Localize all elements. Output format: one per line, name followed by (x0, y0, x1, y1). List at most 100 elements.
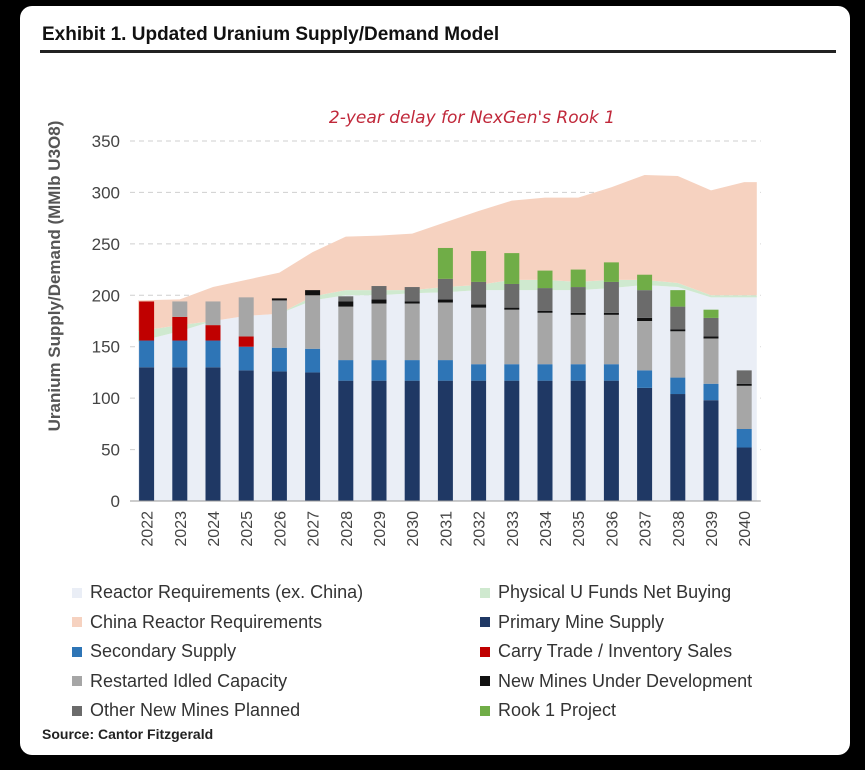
legend-swatch (72, 676, 82, 686)
legend-swatch (72, 587, 82, 598)
bar-rook-1-project-2036 (603, 262, 619, 282)
bar-secondary-supply-2025 (238, 346, 254, 371)
legend-label: New Mines Under Development (498, 670, 753, 691)
bar-restarted-idled-capacity-2030 (404, 303, 420, 361)
bar-restarted-idled-capacity-2040 (736, 385, 752, 429)
bar-other-new-mines-planned-2037 (637, 290, 653, 318)
bar-carry-trade-inventory-sales-2025 (238, 336, 254, 347)
bar-secondary-supply-2037 (637, 370, 653, 388)
bar-carry-trade-inventory-sales-2022 (139, 301, 155, 341)
bar-primary-mine-supply-2029 (371, 380, 387, 501)
legend-swatch (480, 587, 490, 598)
y-tick-label: 50 (101, 441, 120, 460)
bar-primary-mine-supply-2023 (172, 367, 188, 501)
bar-secondary-supply-2028 (338, 360, 354, 381)
bar-primary-mine-supply-2030 (404, 380, 420, 501)
y-tick-label: 200 (92, 286, 120, 305)
bar-restarted-idled-capacity-2039 (703, 338, 719, 384)
bar-secondary-supply-2033 (504, 364, 520, 381)
bar-primary-mine-supply-2035 (570, 380, 586, 501)
bar-primary-mine-supply-2039 (703, 400, 719, 501)
bar-primary-mine-supply-2040 (736, 447, 752, 501)
bar-primary-mine-supply-2032 (471, 380, 487, 501)
x-tick-label-2025: 2025 (239, 511, 256, 547)
bar-secondary-supply-2040 (736, 429, 752, 448)
bar-other-new-mines-planned-2028 (338, 296, 354, 302)
bar-primary-mine-supply-2024 (205, 367, 221, 501)
bar-rook-1-project-2039 (703, 309, 719, 318)
y-axis-label: Uranium Supply/Demand (MMlb U3O8) (45, 121, 64, 432)
bar-rook-1-project-2038 (670, 290, 686, 307)
bar-secondary-supply-2030 (404, 360, 420, 381)
bar-other-new-mines-planned-2031 (437, 278, 453, 300)
legend-label: Other New Mines Planned (90, 700, 301, 720)
bar-primary-mine-supply-2037 (637, 387, 653, 501)
axes: 0 50 100 150 200 250 300 350 2022 2023 2024 2025 202… (92, 132, 761, 547)
x-tick-label-2036: 2036 (604, 511, 621, 547)
bar-secondary-supply-2023 (172, 340, 188, 368)
legend-swatch (480, 646, 490, 657)
legend-swatch (72, 705, 82, 716)
bar-restarted-idled-capacity-2028 (338, 306, 354, 361)
bar-secondary-supply-2039 (703, 383, 719, 401)
legend-item: Reactor Requirements (ex. China) (72, 582, 363, 603)
bar-new-mines-under-development-2040 (736, 383, 752, 386)
legend-item: Other New Mines Planned (72, 700, 300, 721)
bar-new-mines-under-development-2038 (670, 329, 686, 332)
bar-restarted-idled-capacity-2026 (271, 300, 287, 348)
bar-secondary-supply-2026 (271, 347, 287, 372)
legend-label: Primary Mine Supply (498, 611, 665, 632)
bar-other-new-mines-planned-2030 (404, 287, 420, 302)
legend-item: Carry Trade / Inventory Sales (480, 641, 732, 662)
title-divider (40, 50, 836, 53)
source-note: Source: Cantor Fitzgerald (42, 726, 214, 742)
bar-restarted-idled-capacity-2034 (537, 312, 553, 365)
bar-other-new-mines-planned-2033 (504, 283, 520, 308)
y-tick-label: 0 (111, 492, 120, 511)
legend-swatch (72, 617, 82, 627)
bar-new-mines-under-development-2030 (404, 301, 420, 304)
x-tick-label-2024: 2024 (206, 511, 223, 547)
bar-primary-mine-supply-2026 (271, 371, 287, 501)
bar-rook-1-project-2037 (637, 274, 653, 291)
legend-swatch (480, 676, 490, 686)
bar-other-new-mines-planned-2040 (736, 370, 752, 384)
legend-item: New Mines Under Development (480, 671, 752, 692)
bar-new-mines-under-development-2031 (437, 299, 453, 303)
bar-new-mines-under-development-2035 (570, 312, 586, 315)
bar-rook-1-project-2033 (504, 253, 520, 284)
bar-new-mines-under-development-2039 (703, 336, 719, 339)
y-tick-label: 300 (92, 183, 120, 202)
legend-label: China Reactor Requirements (90, 611, 323, 632)
legend-label: Physical U Funds Net Buying (498, 582, 732, 602)
x-tick-label-2022: 2022 (140, 511, 157, 547)
legend-item: Secondary Supply (72, 641, 236, 662)
legend-item: Restarted Idled Capacity (72, 671, 287, 692)
legend-item: Physical U Funds Net Buying (480, 582, 731, 603)
bar-other-new-mines-planned-2034 (537, 288, 553, 311)
bar-secondary-supply-2024 (205, 340, 221, 368)
exhibit-title: Exhibit 1. Updated Uranium Supply/Demand… (42, 24, 500, 45)
bar-primary-mine-supply-2031 (437, 380, 453, 501)
bar-new-mines-under-development-2033 (504, 307, 520, 310)
bar-rook-1-project-2032 (471, 251, 487, 282)
x-tick-label-2033: 2033 (505, 511, 522, 547)
bar-rook-1-project-2035 (570, 269, 586, 288)
x-tick-label-2026: 2026 (272, 511, 289, 547)
bar-restarted-idled-capacity-2023 (172, 301, 188, 317)
y-tick-label: 100 (92, 389, 120, 408)
bar-restarted-idled-capacity-2025 (238, 297, 254, 337)
bar-primary-mine-supply-2034 (537, 380, 553, 501)
bar-restarted-idled-capacity-2029 (371, 303, 387, 361)
x-tick-label-2031: 2031 (438, 511, 455, 547)
bar-primary-mine-supply-2038 (670, 394, 686, 501)
x-tick-label-2030: 2030 (405, 511, 422, 547)
bar-rook-1-project-2031 (437, 247, 453, 279)
legend-swatch (480, 617, 490, 627)
bar-other-new-mines-planned-2035 (570, 287, 586, 313)
bar-primary-mine-supply-2022 (139, 367, 155, 501)
bar-primary-mine-supply-2025 (238, 370, 254, 501)
bar-other-new-mines-planned-2032 (471, 281, 487, 305)
y-tick-label: 150 (92, 338, 120, 357)
y-tick-label: 350 (92, 132, 120, 151)
